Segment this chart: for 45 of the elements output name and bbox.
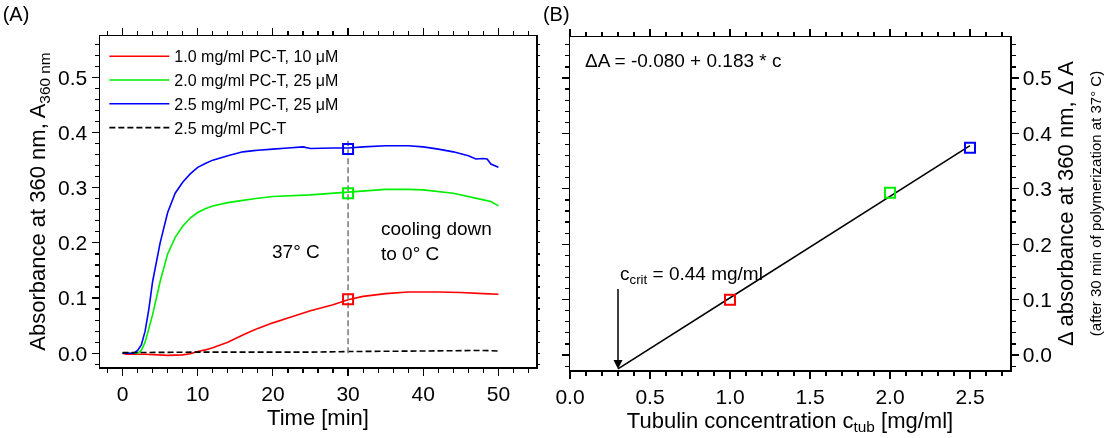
x-tick-label: 1.5 xyxy=(795,384,825,408)
x-tick-label: 0.0 xyxy=(555,384,585,408)
annotation: cooling down to 0° C xyxy=(381,218,492,264)
point xyxy=(342,293,355,306)
y-tick-label: 0.3 xyxy=(1022,177,1052,201)
x-tick-label: 2.0 xyxy=(875,384,905,408)
x-tick-label: 1.0 xyxy=(715,384,745,408)
x-axis-title: Time [min] xyxy=(267,404,369,430)
y-tick-label: 0.4 xyxy=(1022,121,1053,145)
annotation: c$_{crit}$ = 0.44 mg/ml xyxy=(620,263,763,287)
point xyxy=(724,293,736,306)
x-tick-label: 2.5 xyxy=(955,384,985,408)
legend-label: 2.5 mg/ml PC-T, 25 μM xyxy=(174,96,339,114)
x-tick-label: 30 xyxy=(336,381,360,405)
annotation: 37° C xyxy=(272,241,320,262)
y-tick-label: 0.2 xyxy=(58,231,88,255)
y-tick-label: 0.0 xyxy=(1022,343,1052,367)
point xyxy=(342,143,355,156)
x-tick-label: 0 xyxy=(116,381,129,405)
annotation: ΔA = -0.080 + 0.183 * c xyxy=(585,50,782,71)
y-tick-label: 0.1 xyxy=(58,286,88,310)
y-tick-label: 0.1 xyxy=(1022,287,1052,311)
chart-title: (A) xyxy=(2,2,30,25)
y-tick-label: 0.5 xyxy=(1022,66,1052,90)
y-tick-label: 0.2 xyxy=(1022,232,1052,256)
x-tick-label: 10 xyxy=(186,381,210,405)
x-tick-label: 20 xyxy=(261,381,285,405)
x-tick-label: 50 xyxy=(486,381,511,405)
y-tick-label: 0.5 xyxy=(58,65,88,89)
y-axis-title: Δ absorbance at 360 nm, Δ A (after 30 min of polymerization at 37° C) xyxy=(1052,60,1105,347)
legend-label: 2.5 mg/ml PC-T xyxy=(174,119,287,137)
line-series xyxy=(121,144,500,355)
x-axis-title: Tubulin concentration c$_{tub}$ [mg/ml] xyxy=(626,407,954,436)
legend-label: 2.0 mg/ml PC-T, 25 μM xyxy=(174,72,339,90)
line-series xyxy=(121,291,500,357)
x-tick-label: 0.5 xyxy=(635,384,665,408)
point xyxy=(964,141,976,154)
x-tick-label: 40 xyxy=(411,381,435,405)
point xyxy=(342,187,355,200)
chart-title: (B) xyxy=(542,2,570,25)
y-tick-label: 0.0 xyxy=(58,341,88,365)
legend-label: 1.0 mg/ml PC-T, 10 μM xyxy=(174,48,339,66)
y-tick-label: 0.3 xyxy=(58,176,88,200)
point xyxy=(884,186,896,199)
y-tick-label: 0.4 xyxy=(58,120,88,144)
